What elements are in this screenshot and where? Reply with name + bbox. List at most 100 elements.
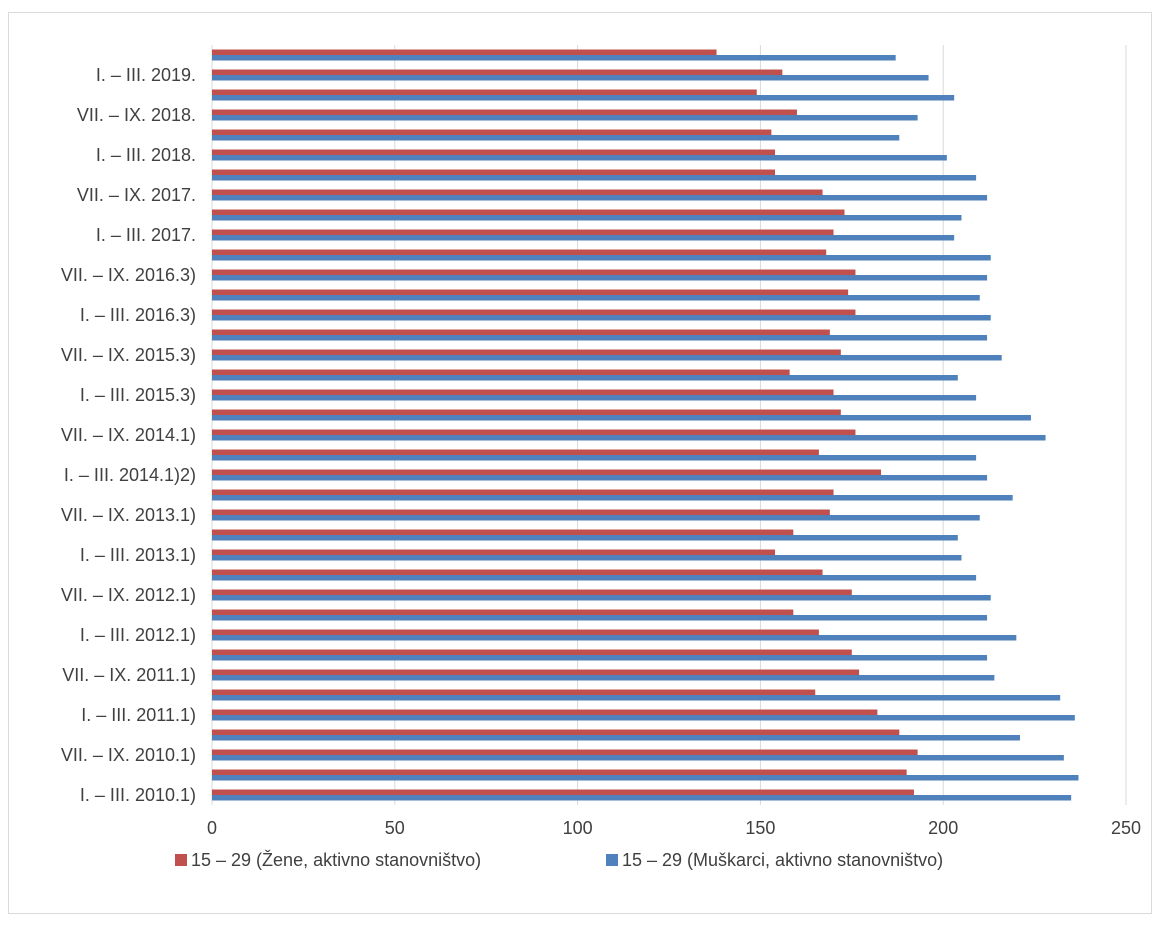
category-label: VII. – IX. 2015.3) — [61, 345, 196, 365]
category-label: VII. – IX. 2012.1) — [61, 585, 196, 605]
category-label: VII. – IX. 2013.1) — [61, 505, 196, 525]
category-label: VII. – IX. 2010.1) — [61, 745, 196, 765]
category-label: VII. – IX. 2011.1) — [62, 665, 196, 685]
bar-women — [212, 389, 834, 395]
bar-men — [212, 255, 991, 261]
bar-men — [212, 55, 896, 61]
bar-men — [212, 535, 958, 541]
category-label: VII. – IX. 2016.3) — [61, 265, 196, 285]
bar-women — [212, 189, 823, 195]
bar-women — [212, 289, 849, 295]
bar-women — [212, 429, 856, 435]
x-tick-label: 150 — [745, 818, 775, 838]
bar-men — [212, 75, 929, 81]
bar-men — [212, 155, 947, 161]
bar-women — [212, 589, 852, 595]
bar-women — [212, 649, 852, 655]
x-tick-label: 100 — [563, 818, 593, 838]
bar-men — [212, 615, 988, 621]
bar-women — [212, 669, 860, 675]
bar-women — [212, 129, 772, 135]
bar-men — [212, 395, 977, 401]
bar-women — [212, 469, 882, 475]
bar-women — [212, 269, 856, 275]
category-label: I. – III. 2015.3) — [80, 385, 196, 405]
category-label: I. – III. 2010.1) — [80, 785, 196, 805]
bar-men — [212, 235, 955, 241]
bar-men — [212, 555, 962, 561]
bars — [212, 49, 1079, 801]
bar-women — [212, 149, 776, 155]
category-label: I. – III. 2012.1) — [80, 625, 196, 645]
bar-men — [212, 575, 977, 581]
bar-men — [212, 335, 988, 341]
category-label: I. – III. 2016.3) — [80, 305, 196, 325]
bar-women — [212, 709, 878, 715]
x-tick-label: 250 — [1111, 818, 1141, 838]
bar-women — [212, 689, 816, 695]
bar-women — [212, 349, 841, 355]
category-label: I. – III. 2018. — [96, 145, 196, 165]
category-label: VII. – IX. 2017. — [77, 185, 196, 205]
x-tick-label: 200 — [928, 818, 958, 838]
chart-frame — [8, 12, 1152, 914]
category-label: I. – III. 2017. — [96, 225, 196, 245]
bar-men — [212, 175, 977, 181]
category-labels: I. – III. 2010.1) VII. – IX. 2010.1) I. – … — [61, 65, 196, 805]
bar-women — [212, 769, 907, 775]
bar-men — [212, 215, 962, 221]
x-tick-label: 0 — [207, 818, 217, 838]
bar-men — [212, 495, 1013, 501]
legend-label-women: 15 – 29 (Žene, aktivno stanovništvo) — [191, 850, 481, 870]
bar-women — [212, 569, 823, 575]
bar-men — [212, 775, 1079, 781]
bar-men — [212, 455, 977, 461]
bar-women — [212, 49, 717, 55]
bar-men — [212, 135, 900, 141]
legend-label-men: 15 – 29 (Muškarci, aktivno stanovništvo) — [622, 850, 943, 870]
bar-women — [212, 789, 914, 795]
category-label: I. – III. 2013.1) — [80, 545, 196, 565]
bar-men — [212, 695, 1061, 701]
bar-women — [212, 369, 790, 375]
bar-men — [212, 755, 1064, 761]
bar-men — [212, 595, 991, 601]
bar-men — [212, 435, 1046, 441]
bar-men — [212, 115, 918, 121]
bar-women — [212, 629, 819, 635]
bar-men — [212, 415, 1031, 421]
bar-men — [212, 315, 991, 321]
bar-men — [212, 675, 995, 681]
bar-men — [212, 715, 1075, 721]
legend-swatch-women — [175, 854, 187, 866]
x-tick-label: 50 — [385, 818, 405, 838]
bar-women — [212, 109, 797, 115]
bar-women — [212, 89, 757, 95]
bar-women — [212, 329, 830, 335]
bar-men — [212, 655, 988, 661]
bar-men — [212, 475, 988, 481]
bar-women — [212, 489, 834, 495]
bar-women — [212, 69, 783, 75]
bar-men — [212, 355, 1002, 361]
category-label: VII. – IX. 2014.1) — [61, 425, 196, 445]
bar-women — [212, 729, 900, 735]
bar-men — [212, 635, 1017, 641]
bar-women — [212, 549, 776, 555]
bar-men — [212, 295, 980, 301]
bar-women — [212, 509, 830, 515]
category-label: VII. – IX. 2018. — [77, 105, 196, 125]
bar-women — [212, 609, 794, 615]
bar-women — [212, 229, 834, 235]
bar-women — [212, 749, 918, 755]
bar-men — [212, 795, 1072, 801]
bar-men — [212, 275, 988, 281]
bar-men — [212, 95, 955, 101]
legend: 15 – 29 (Žene, aktivno stanovništvo) 15 … — [175, 850, 943, 870]
bar-men — [212, 375, 958, 381]
bar-women — [212, 249, 827, 255]
legend-swatch-men — [606, 854, 618, 866]
category-label: I. – III. 2011.1) — [81, 705, 196, 725]
bar-women — [212, 409, 841, 415]
